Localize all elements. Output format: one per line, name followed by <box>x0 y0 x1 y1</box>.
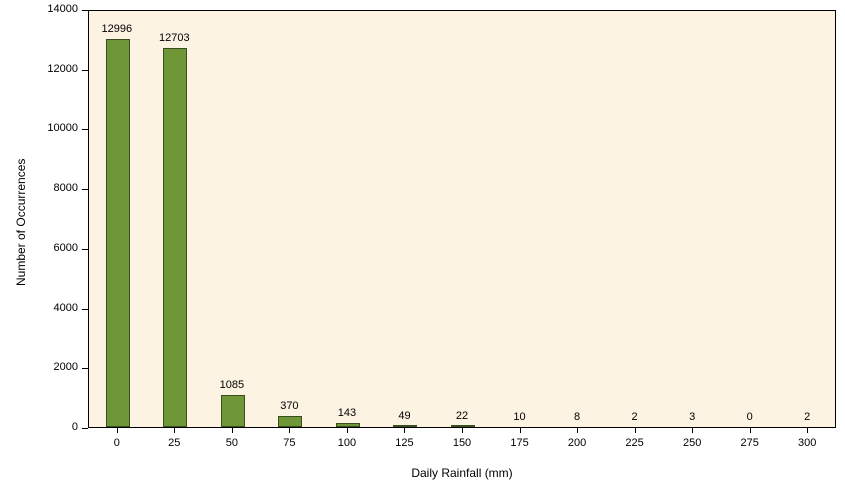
plot-area <box>88 10 836 428</box>
y-axis-title: Number of Occurrences <box>14 158 28 286</box>
bar-value-label: 8 <box>574 411 581 423</box>
x-tick-mark <box>347 428 348 433</box>
x-tick-label: 275 <box>740 437 759 449</box>
bar-value-label: 22 <box>455 410 469 422</box>
x-tick-label: 150 <box>452 437 472 449</box>
x-tick-label: 25 <box>168 437 181 449</box>
x-tick-mark <box>520 428 521 433</box>
x-tick-label: 300 <box>798 437 817 449</box>
y-tick-mark <box>82 249 88 250</box>
x-tick-label: 100 <box>337 437 357 449</box>
x-tick-label: 200 <box>567 437 587 449</box>
bar-value-label: 49 <box>398 410 411 422</box>
y-tick-mark <box>82 189 88 190</box>
bar <box>335 423 360 427</box>
y-tick-label: 8000 <box>53 182 78 195</box>
x-tick-mark <box>577 428 578 433</box>
x-tick-label: 175 <box>510 437 529 449</box>
x-tick-label: 75 <box>283 437 296 449</box>
x-tick-mark <box>635 428 636 433</box>
bar-value-label: 2 <box>804 411 811 423</box>
y-tick-mark <box>82 428 88 429</box>
bar-value-label: 12703 <box>159 32 190 44</box>
x-tick-label: 225 <box>625 437 644 449</box>
y-tick-mark <box>82 129 88 130</box>
y-tick-label: 10000 <box>47 122 78 135</box>
y-tick-label: 12000 <box>47 62 78 75</box>
bar-value-label: 143 <box>337 407 357 419</box>
y-tick-mark <box>82 309 88 310</box>
bar-value-label: 0 <box>746 411 753 423</box>
bar <box>278 416 303 427</box>
bar <box>105 39 130 427</box>
bar <box>163 48 188 427</box>
x-tick-mark <box>404 428 405 433</box>
y-tick-label: 14000 <box>47 3 78 15</box>
x-tick-mark <box>289 428 290 433</box>
x-axis-title: Daily Rainfall (mm) <box>411 466 513 480</box>
x-tick-mark <box>174 428 175 433</box>
y-tick-mark <box>82 10 88 11</box>
bar-value-label: 2 <box>631 411 638 423</box>
x-tick-label: 125 <box>395 437 414 449</box>
bar <box>451 425 475 427</box>
x-tick-mark <box>807 428 808 433</box>
x-tick-mark <box>232 428 233 433</box>
x-tick-mark <box>117 428 118 433</box>
bar <box>220 395 245 427</box>
x-tick-mark <box>692 428 693 433</box>
y-tick-mark <box>82 70 88 71</box>
bar <box>393 425 418 427</box>
bar-value-label: 1085 <box>219 379 245 391</box>
x-tick-label: 0 <box>113 437 120 449</box>
x-tick-mark <box>462 428 463 433</box>
x-tick-label: 250 <box>682 437 702 449</box>
x-tick-mark <box>750 428 751 433</box>
y-tick-mark <box>82 368 88 369</box>
y-tick-label: 4000 <box>53 301 78 314</box>
y-tick-label: 6000 <box>53 241 78 254</box>
x-tick-label: 50 <box>225 437 238 449</box>
bar-value-label: 12996 <box>101 23 133 35</box>
y-tick-label: 2000 <box>53 361 78 374</box>
bar-value-label: 370 <box>280 400 299 412</box>
bar-value-label: 10 <box>513 411 526 423</box>
bar-value-label: 3 <box>689 411 696 423</box>
y-tick-label: 0 <box>71 421 78 433</box>
